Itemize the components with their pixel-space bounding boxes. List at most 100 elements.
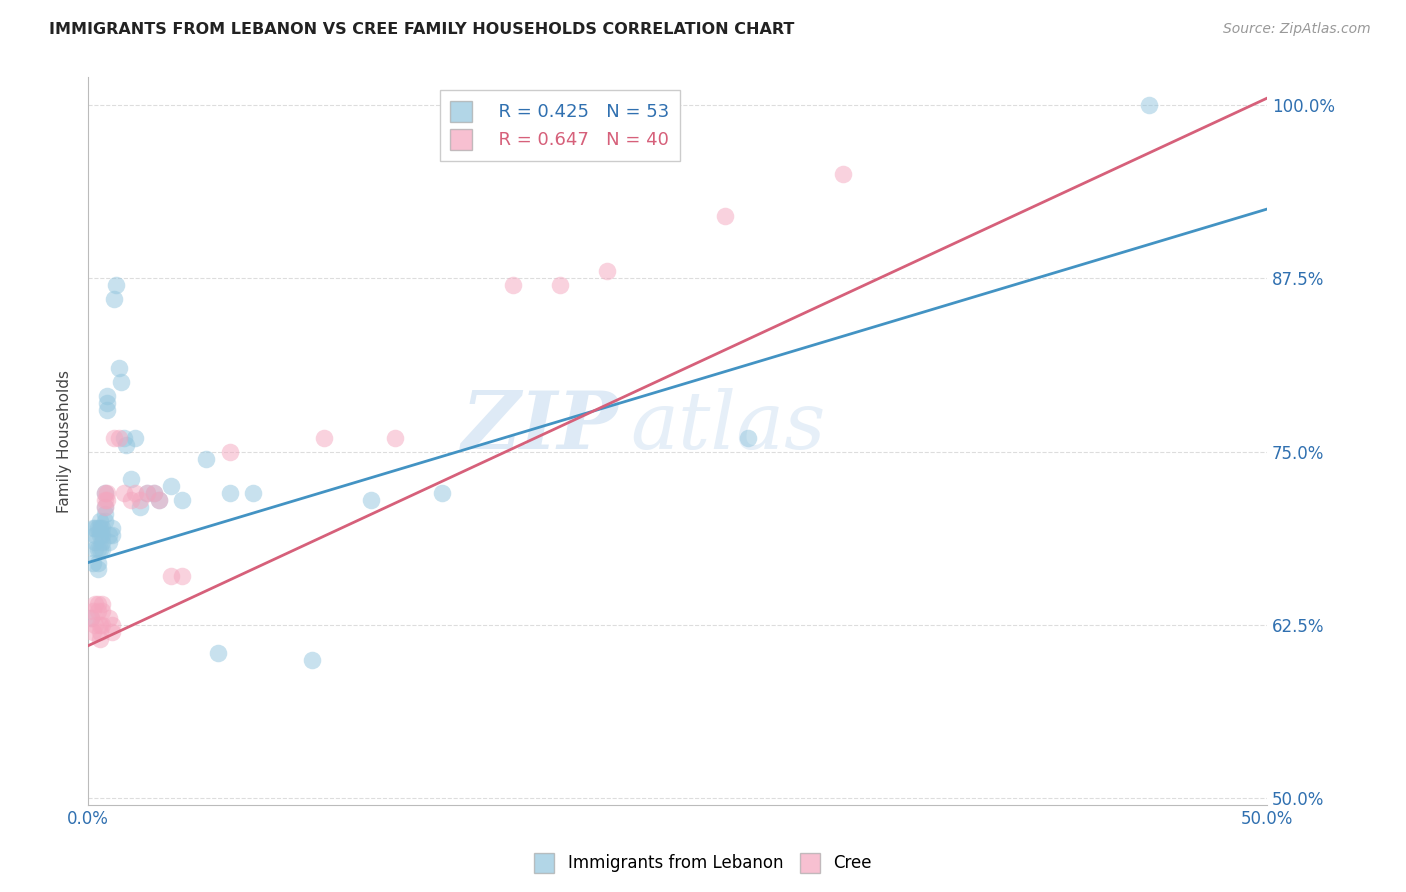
Point [82,604,104,618]
Point [218,444,240,458]
Point [112,431,135,445]
Y-axis label: Family Households: Family Households [58,370,72,513]
Point [100,624,122,639]
Point [96,493,118,508]
Point [301,652,323,666]
Point [207,646,229,660]
Point [107,431,129,445]
Point [831,168,853,182]
Point [107,361,129,376]
Point [79,611,101,625]
Point [93,486,115,500]
Point [737,431,759,445]
Point [384,431,406,445]
Point [105,278,128,293]
Legend:   R = 0.425   N = 53,   R = 0.647   N = 40: R = 0.425 N = 53, R = 0.647 N = 40 [440,90,679,161]
Point [136,486,159,500]
Point [86,541,108,556]
Point [93,514,115,528]
Point [93,500,115,514]
Point [98,528,121,542]
Point [91,604,114,618]
Point [148,493,170,508]
Point [89,624,111,639]
Point [98,611,121,625]
Point [120,493,142,508]
Point [96,389,118,403]
Point [148,493,170,508]
Point [159,479,181,493]
Point [84,534,107,549]
Point [124,486,146,500]
Point [91,541,114,556]
Point [242,486,264,500]
Point [96,396,118,410]
Point [120,472,142,486]
Point [100,528,122,542]
Point [82,556,104,570]
Point [89,632,111,646]
Point [115,438,138,452]
Point [89,541,111,556]
Point [84,541,107,556]
Point [82,624,104,639]
Point [548,278,571,293]
Point [218,486,240,500]
Point [110,376,132,390]
Point [93,486,115,500]
Point [98,534,121,549]
Point [124,431,146,445]
Point [312,431,335,445]
Text: ZIP: ZIP [461,388,619,466]
Legend: Immigrants from Lebanon, Cree: Immigrants from Lebanon, Cree [527,847,879,880]
Point [430,486,453,500]
Point [713,209,735,223]
Point [91,521,114,535]
Point [86,562,108,576]
Point [91,528,114,542]
Point [143,486,166,500]
Point [112,486,135,500]
Point [96,403,118,417]
Point [129,493,152,508]
Point [84,618,107,632]
Point [86,556,108,570]
Point [129,500,152,514]
Point [93,493,115,508]
Point [1137,98,1160,112]
Point [360,493,382,508]
Point [502,278,524,293]
Text: Source: ZipAtlas.com: Source: ZipAtlas.com [1223,22,1371,37]
Point [91,597,114,611]
Point [89,618,111,632]
Point [172,493,194,508]
Text: IMMIGRANTS FROM LEBANON VS CREE FAMILY HOUSEHOLDS CORRELATION CHART: IMMIGRANTS FROM LEBANON VS CREE FAMILY H… [49,22,794,37]
Point [93,500,115,514]
Point [86,597,108,611]
Point [103,431,125,445]
Point [136,486,159,500]
Point [96,486,118,500]
Point [172,569,194,583]
Point [86,521,108,535]
Point [596,264,619,278]
Point [79,611,101,625]
Point [84,521,107,535]
Point [82,521,104,535]
Point [103,292,125,306]
Point [84,528,107,542]
Point [195,451,218,466]
Point [89,528,111,542]
Point [91,534,114,549]
Point [84,597,107,611]
Point [100,618,122,632]
Point [159,569,181,583]
Point [100,521,122,535]
Text: atlas: atlas [630,388,825,466]
Point [93,507,115,521]
Point [89,514,111,528]
Point [91,618,114,632]
Point [89,521,111,535]
Point [143,486,166,500]
Point [86,604,108,618]
